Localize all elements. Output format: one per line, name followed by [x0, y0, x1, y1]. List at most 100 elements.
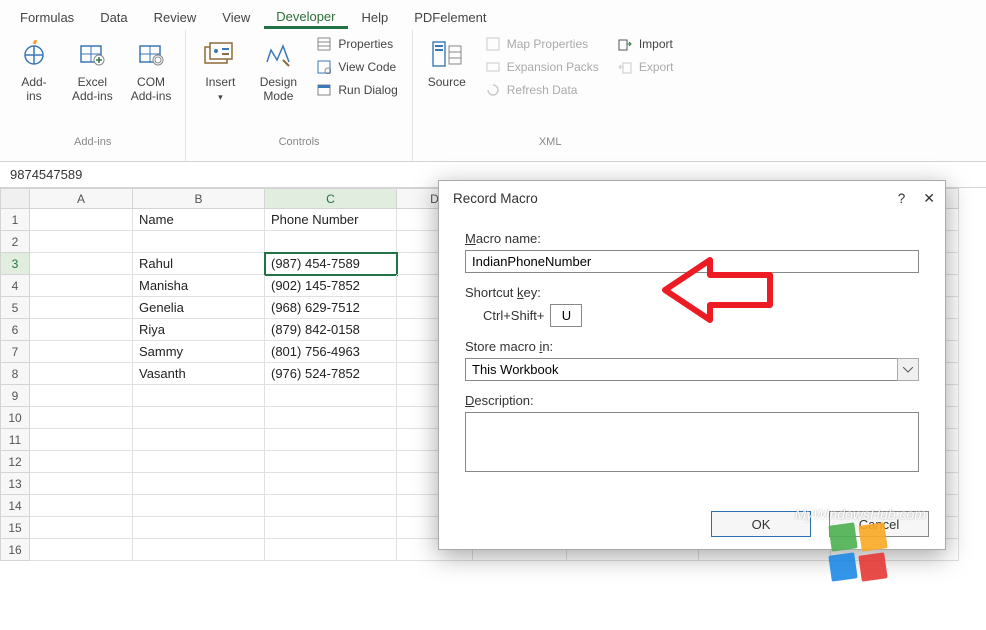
cell-A11[interactable]	[30, 429, 133, 451]
shortcut-key-input[interactable]	[550, 304, 582, 327]
cell-B10[interactable]	[133, 407, 265, 429]
cell-A12[interactable]	[30, 451, 133, 473]
cell-B5[interactable]: Genelia	[133, 297, 265, 319]
row-header[interactable]: 9	[0, 385, 30, 407]
addins-button-2[interactable]: COM Add-ins	[127, 34, 176, 108]
row-header[interactable]: 1	[0, 209, 30, 231]
cell-A5[interactable]	[30, 297, 133, 319]
addins-button-1[interactable]: Excel Add-ins	[68, 34, 117, 108]
col-header-C[interactable]: C	[265, 188, 397, 209]
cell-A7[interactable]	[30, 341, 133, 363]
cell-B7[interactable]: Sammy	[133, 341, 265, 363]
row-header[interactable]: 10	[0, 407, 30, 429]
cell-C15[interactable]	[265, 517, 397, 539]
menu-item-data[interactable]: Data	[88, 6, 139, 29]
export-button: Export	[613, 57, 678, 77]
select-all-corner[interactable]	[0, 188, 30, 209]
cell-B11[interactable]	[133, 429, 265, 451]
import-button[interactable]: Import	[613, 34, 678, 54]
row-header[interactable]: 3	[0, 253, 30, 275]
row-header[interactable]: 11	[0, 429, 30, 451]
row-header[interactable]: 7	[0, 341, 30, 363]
cell-C10[interactable]	[265, 407, 397, 429]
cell-C8[interactable]: (976) 524-7852	[265, 363, 397, 385]
cell-C6[interactable]: (879) 842-0158	[265, 319, 397, 341]
row-header[interactable]: 15	[0, 517, 30, 539]
description-input[interactable]	[465, 412, 919, 472]
row-header[interactable]: 5	[0, 297, 30, 319]
ribbon-group-label: XML	[539, 136, 562, 148]
cell-B9[interactable]	[133, 385, 265, 407]
row-header[interactable]: 14	[0, 495, 30, 517]
cell-B3[interactable]: Rahul	[133, 253, 265, 275]
row-header[interactable]: 13	[0, 473, 30, 495]
col-header-A[interactable]: A	[30, 188, 133, 209]
cell-B14[interactable]	[133, 495, 265, 517]
cell-A15[interactable]	[30, 517, 133, 539]
cell-A14[interactable]	[30, 495, 133, 517]
design-mode-icon	[261, 38, 295, 72]
menu-item-pdfelement[interactable]: PDFelement	[402, 6, 498, 29]
cell-B13[interactable]	[133, 473, 265, 495]
row-header[interactable]: 8	[0, 363, 30, 385]
row-header[interactable]: 16	[0, 539, 30, 561]
menu-item-developer[interactable]: Developer	[264, 5, 347, 29]
cell-B15[interactable]	[133, 517, 265, 539]
cell-A1[interactable]	[30, 209, 133, 231]
cell-B4[interactable]: Manisha	[133, 275, 265, 297]
cell-A2[interactable]	[30, 231, 133, 253]
expansion-packs-icon	[485, 59, 501, 75]
menu-item-view[interactable]: View	[210, 6, 262, 29]
macro-name-input[interactable]	[465, 250, 919, 273]
menu-item-review[interactable]: Review	[142, 6, 209, 29]
cell-C2[interactable]	[265, 231, 397, 253]
cell-A13[interactable]	[30, 473, 133, 495]
view-code-label: View Code	[338, 60, 396, 74]
col-header-B[interactable]: B	[133, 188, 265, 209]
cell-B8[interactable]: Vasanth	[133, 363, 265, 385]
cell-C11[interactable]	[265, 429, 397, 451]
help-icon[interactable]: ?	[898, 191, 906, 206]
menu-item-formulas[interactable]: Formulas	[8, 6, 86, 29]
run-dialog-button[interactable]: Run Dialog	[312, 80, 401, 100]
cell-B12[interactable]	[133, 451, 265, 473]
cell-A9[interactable]	[30, 385, 133, 407]
cell-C12[interactable]	[265, 451, 397, 473]
cell-A6[interactable]	[30, 319, 133, 341]
cell-B2[interactable]	[133, 231, 265, 253]
design-mode-button[interactable]: Design Mode	[254, 34, 302, 108]
menu-item-help[interactable]: Help	[350, 6, 401, 29]
store-in-select[interactable]	[465, 358, 919, 381]
cell-B16[interactable]	[133, 539, 265, 561]
cell-A4[interactable]	[30, 275, 133, 297]
row-header[interactable]: 6	[0, 319, 30, 341]
cell-A10[interactable]	[30, 407, 133, 429]
import-icon	[617, 36, 633, 52]
cell-A3[interactable]	[30, 253, 133, 275]
properties-button[interactable]: Properties	[312, 34, 401, 54]
cell-B1[interactable]: Name	[133, 209, 265, 231]
insert-button[interactable]: Insert▾	[196, 34, 244, 108]
view-code-button[interactable]: View Code	[312, 57, 401, 77]
cell-C14[interactable]	[265, 495, 397, 517]
cell-C4[interactable]: (902) 145-7852	[265, 275, 397, 297]
addins-button-0[interactable]: Add- ins	[10, 34, 58, 108]
cell-C16[interactable]	[265, 539, 397, 561]
cell-B6[interactable]: Riya	[133, 319, 265, 341]
cell-C5[interactable]: (968) 629-7512	[265, 297, 397, 319]
cell-A8[interactable]	[30, 363, 133, 385]
cell-C3[interactable]: (987) 454-7589	[265, 253, 397, 275]
refresh-data-button: Refresh Data	[481, 80, 603, 100]
row-header[interactable]: 4	[0, 275, 30, 297]
source-button[interactable]: Source	[423, 34, 471, 94]
row-header[interactable]: 12	[0, 451, 30, 473]
row-header[interactable]: 2	[0, 231, 30, 253]
cell-C1[interactable]: Phone Number	[265, 209, 397, 231]
shortcut-key-label: Shortcut key:	[465, 285, 919, 300]
chevron-down-icon[interactable]	[897, 358, 919, 381]
cell-C13[interactable]	[265, 473, 397, 495]
close-icon[interactable]: ✕	[923, 190, 935, 207]
cell-C9[interactable]	[265, 385, 397, 407]
cell-A16[interactable]	[30, 539, 133, 561]
cell-C7[interactable]: (801) 756-4963	[265, 341, 397, 363]
